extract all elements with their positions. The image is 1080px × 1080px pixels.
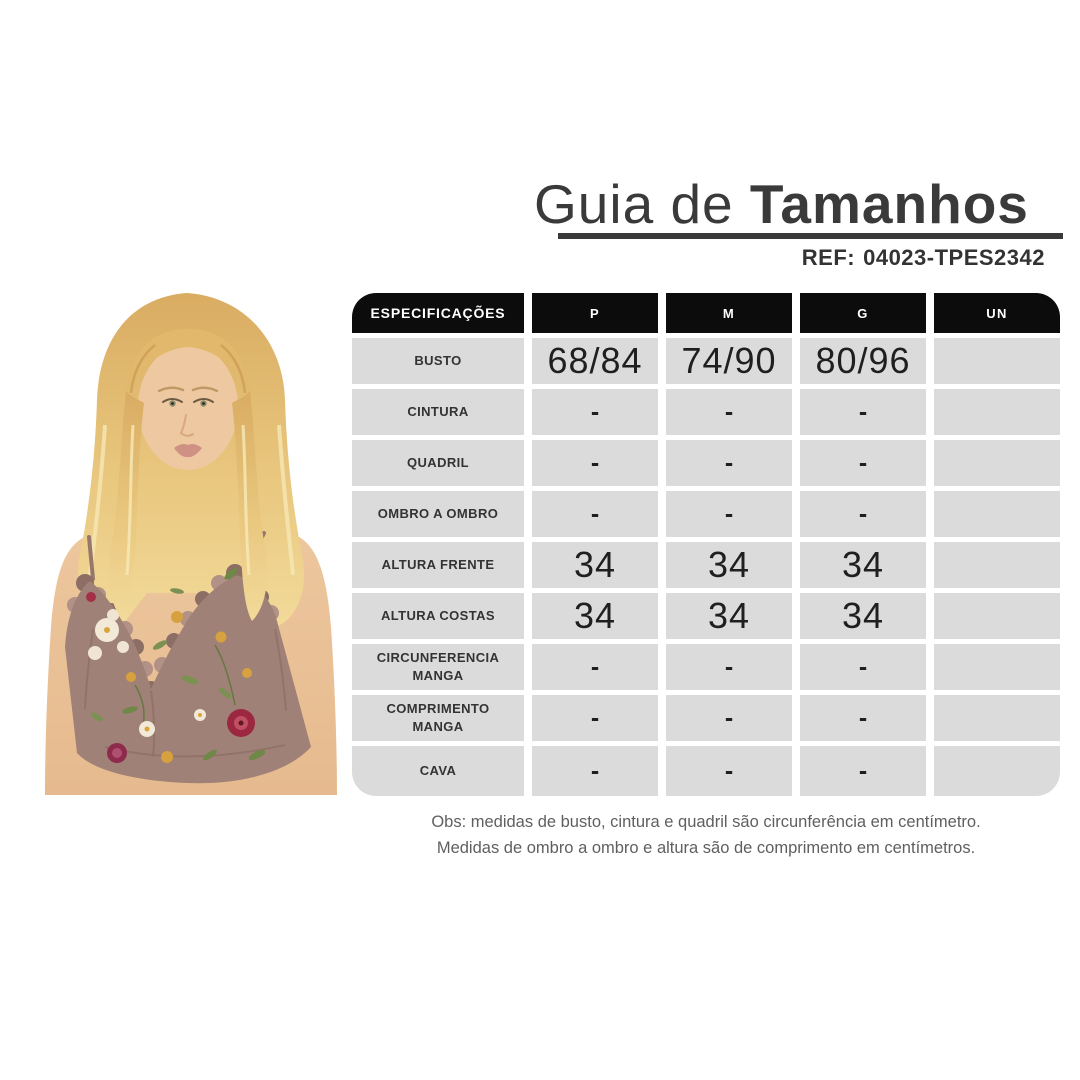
crop-top-folds [84, 628, 287, 758]
size-value [934, 593, 1060, 639]
size-value [934, 542, 1060, 588]
spec-label: CINTURA [352, 389, 524, 435]
note-line-2: Medidas de ombro a ombro e altura são de… [436, 838, 976, 857]
title-underline [558, 233, 1063, 239]
model-illustration [45, 293, 337, 795]
size-value: 34 [532, 542, 658, 588]
size-value: - [800, 491, 926, 537]
spec-header-cell: ESPECIFICAÇÕES [352, 293, 524, 333]
size-value [934, 644, 1060, 690]
size-value: 74/90 [666, 338, 792, 384]
size-value [934, 695, 1060, 741]
size-value [934, 440, 1060, 486]
size-header-un: UN [934, 293, 1060, 333]
size-value: - [666, 695, 792, 741]
size-value: - [800, 389, 926, 435]
size-value: - [532, 644, 658, 690]
size-value: - [666, 491, 792, 537]
note-line-1: Obs: medidas de busto, cintura e quadril… [431, 813, 981, 831]
size-value: - [532, 746, 658, 796]
size-table: ESPECIFICAÇÕES P M G UN BUSTO 68/84 74/9… [352, 293, 1060, 796]
page-title-regular: Guia de [534, 173, 750, 235]
size-value [934, 746, 1060, 796]
spec-label: CAVA [352, 746, 524, 796]
model-hair-front [108, 329, 268, 621]
size-header-p: P [532, 293, 658, 333]
size-value: - [800, 695, 926, 741]
reference-line: REF: 04023-TPES2342 [558, 245, 1045, 271]
spec-label: COMPRIMENTO MANGA [352, 695, 524, 741]
size-value: - [800, 440, 926, 486]
size-value: - [666, 644, 792, 690]
size-value: 34 [666, 593, 792, 639]
size-value: 34 [666, 542, 792, 588]
size-value: 68/84 [532, 338, 658, 384]
size-value: - [666, 389, 792, 435]
size-value [934, 389, 1060, 435]
size-value: - [666, 746, 792, 796]
page-title: Guia de Tamanhos [534, 174, 1029, 235]
size-value [934, 491, 1060, 537]
ref-label: REF: [801, 245, 856, 270]
floral-pattern [86, 568, 266, 763]
page-title-bold: Tamanhos [749, 173, 1029, 235]
spec-label: ALTURA COSTAS [352, 593, 524, 639]
size-header-m: M [666, 293, 792, 333]
size-header-g: G [800, 293, 926, 333]
size-value: 34 [800, 542, 926, 588]
spec-label: BUSTO [352, 338, 524, 384]
measurement-notes: Obs: medidas de busto, cintura e quadril… [352, 810, 1060, 861]
model-face [138, 344, 238, 470]
size-value: - [800, 644, 926, 690]
spec-label: ALTURA FRENTE [352, 542, 524, 588]
size-value: 80/96 [800, 338, 926, 384]
size-value: - [800, 746, 926, 796]
size-value: 34 [800, 593, 926, 639]
ref-value: 04023-TPES2342 [863, 245, 1045, 270]
size-value: - [532, 491, 658, 537]
spec-label: OMBRO A OMBRO [352, 491, 524, 537]
size-value: 34 [532, 593, 658, 639]
size-value: - [666, 440, 792, 486]
spec-label: QUADRIL [352, 440, 524, 486]
size-value: - [532, 440, 658, 486]
size-value [934, 338, 1060, 384]
spec-label: CIRCUNFERENCIA MANGA [352, 644, 524, 690]
size-value: - [532, 695, 658, 741]
product-photo [35, 285, 350, 795]
size-value: - [532, 389, 658, 435]
